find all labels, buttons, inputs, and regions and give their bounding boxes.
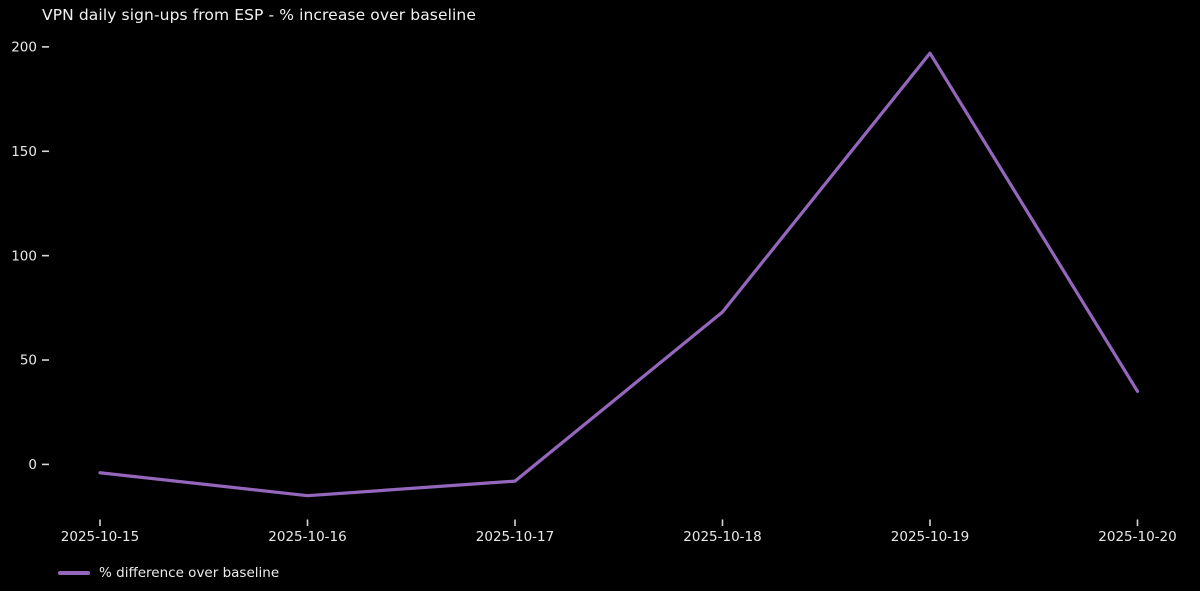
y-tick-label: 0	[28, 457, 37, 473]
data-line	[98, 51, 1140, 498]
chart-title: VPN daily sign-ups from ESP - % increase…	[42, 6, 476, 24]
y-tick-label: 100	[11, 248, 37, 264]
y-tick-label: 200	[11, 40, 37, 56]
legend-line-swatch	[58, 571, 90, 575]
x-tick-label: 2025-10-15	[61, 529, 139, 545]
y-tick-label: 150	[11, 144, 37, 160]
legend: % difference over baseline	[58, 564, 279, 582]
y-tick-label: 50	[20, 353, 37, 369]
x-tick-label: 2025-10-19	[891, 529, 969, 545]
x-tick-label: 2025-10-17	[476, 529, 554, 545]
x-tick-label: 2025-10-18	[683, 529, 761, 545]
x-tick-label: 2025-10-20	[1098, 529, 1176, 545]
legend-label: % difference over baseline	[99, 565, 280, 581]
x-tick-label: 2025-10-16	[268, 529, 346, 545]
